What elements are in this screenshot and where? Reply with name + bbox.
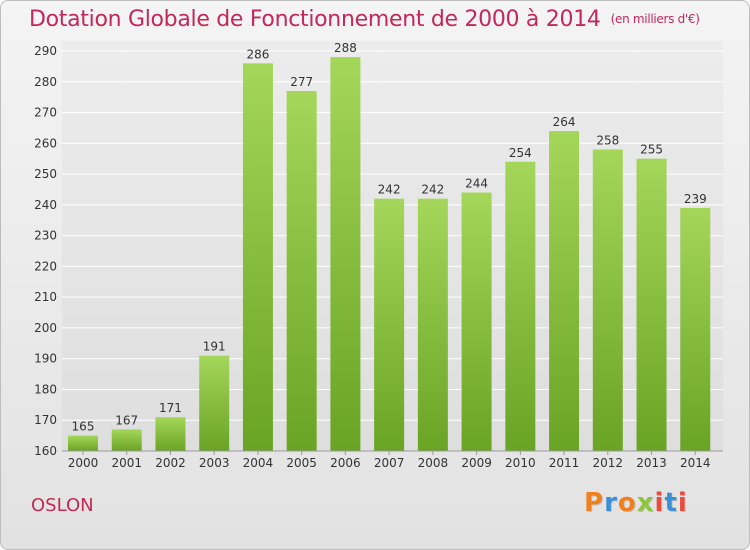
bar-2005 bbox=[286, 91, 317, 451]
y-tick-label: 230 bbox=[34, 229, 57, 243]
data-label-2012: 258 bbox=[596, 133, 619, 147]
bar-2009 bbox=[461, 192, 492, 452]
data-label-2008: 242 bbox=[421, 183, 444, 197]
y-tick-label: 280 bbox=[34, 75, 57, 89]
x-tick-label-2001: 2001 bbox=[111, 456, 142, 470]
data-label-2009: 244 bbox=[465, 177, 488, 191]
y-tick-label: 240 bbox=[34, 198, 57, 212]
x-tick-label-2013: 2013 bbox=[636, 456, 667, 470]
x-tick-label-2004: 2004 bbox=[243, 456, 274, 470]
data-label-2001: 167 bbox=[115, 413, 138, 427]
commune-name: OSLON bbox=[31, 495, 94, 516]
data-label-2013: 255 bbox=[640, 143, 663, 157]
data-label-2014: 239 bbox=[684, 192, 707, 206]
y-tick-label: 220 bbox=[34, 259, 57, 273]
chart-title: Dotation Globale de Fonctionnement de 20… bbox=[29, 7, 700, 32]
data-label-2006: 288 bbox=[334, 41, 357, 55]
x-tick-label-2002: 2002 bbox=[155, 456, 186, 470]
x-tick-label-2006: 2006 bbox=[330, 456, 361, 470]
data-label-2005: 277 bbox=[290, 75, 313, 89]
chart-title-text: Dotation Globale de Fonctionnement de 20… bbox=[29, 7, 601, 32]
bar-2008 bbox=[417, 198, 448, 451]
y-tick-label: 160 bbox=[34, 444, 57, 458]
data-label-2010: 254 bbox=[509, 146, 532, 160]
y-tick-label: 290 bbox=[34, 44, 57, 58]
x-tick-label-2014: 2014 bbox=[680, 456, 711, 470]
data-label-2003: 191 bbox=[203, 340, 226, 354]
y-tick-label: 250 bbox=[34, 167, 57, 181]
x-tick-label-2009: 2009 bbox=[461, 456, 492, 470]
y-axis-ticks: 160 170 180 190 200 210 220 230 240 250 260 270 280 2… bbox=[34, 44, 57, 458]
data-label-2011: 264 bbox=[553, 115, 576, 129]
bars bbox=[68, 57, 711, 452]
chart-subtitle: (en milliers d'€) bbox=[610, 12, 700, 26]
bar-2007 bbox=[374, 198, 405, 451]
data-label-2000: 165 bbox=[72, 420, 95, 434]
proxiti-logo: Proxiti bbox=[584, 488, 688, 518]
bar-2011 bbox=[549, 131, 580, 451]
bar-2002 bbox=[155, 417, 186, 451]
bar-2014 bbox=[680, 207, 711, 451]
x-tick-label-2005: 2005 bbox=[286, 456, 317, 470]
x-tick-label-2010: 2010 bbox=[505, 456, 536, 470]
bar-2000 bbox=[68, 435, 98, 451]
y-tick-label: 210 bbox=[34, 290, 57, 304]
bar-2001 bbox=[111, 429, 142, 451]
y-tick-label: 180 bbox=[34, 382, 57, 396]
x-tick-label-2008: 2008 bbox=[418, 456, 449, 470]
y-tick-label: 270 bbox=[34, 106, 57, 120]
x-axis-ticks: 2000 2001 2002 2003 2004 2005 2006 2007 2008 2009… bbox=[68, 451, 711, 470]
x-tick-label-2007: 2007 bbox=[374, 456, 405, 470]
x-tick-label-2000: 2000 bbox=[68, 456, 99, 470]
data-labels: 165 167 171 191 286 277 288 242 242 244 254 264 258 2… bbox=[72, 41, 707, 433]
bar-2012 bbox=[592, 149, 623, 451]
y-tick-label: 190 bbox=[34, 352, 57, 366]
data-label-2004: 286 bbox=[246, 47, 269, 61]
x-tick-label-2003: 2003 bbox=[199, 456, 230, 470]
data-label-2002: 171 bbox=[159, 401, 182, 415]
bar-2006 bbox=[330, 57, 361, 452]
y-tick-label: 260 bbox=[34, 136, 57, 150]
bar-2004 bbox=[242, 63, 273, 452]
bar-2003 bbox=[199, 355, 230, 451]
bar-2013 bbox=[636, 158, 667, 451]
x-tick-label-2011: 2011 bbox=[549, 456, 580, 470]
data-label-2007: 242 bbox=[378, 183, 401, 197]
x-tick-label-2012: 2012 bbox=[593, 456, 624, 470]
bar-2010 bbox=[505, 161, 536, 451]
y-tick-label: 170 bbox=[34, 413, 57, 427]
y-tick-label: 200 bbox=[34, 321, 57, 335]
